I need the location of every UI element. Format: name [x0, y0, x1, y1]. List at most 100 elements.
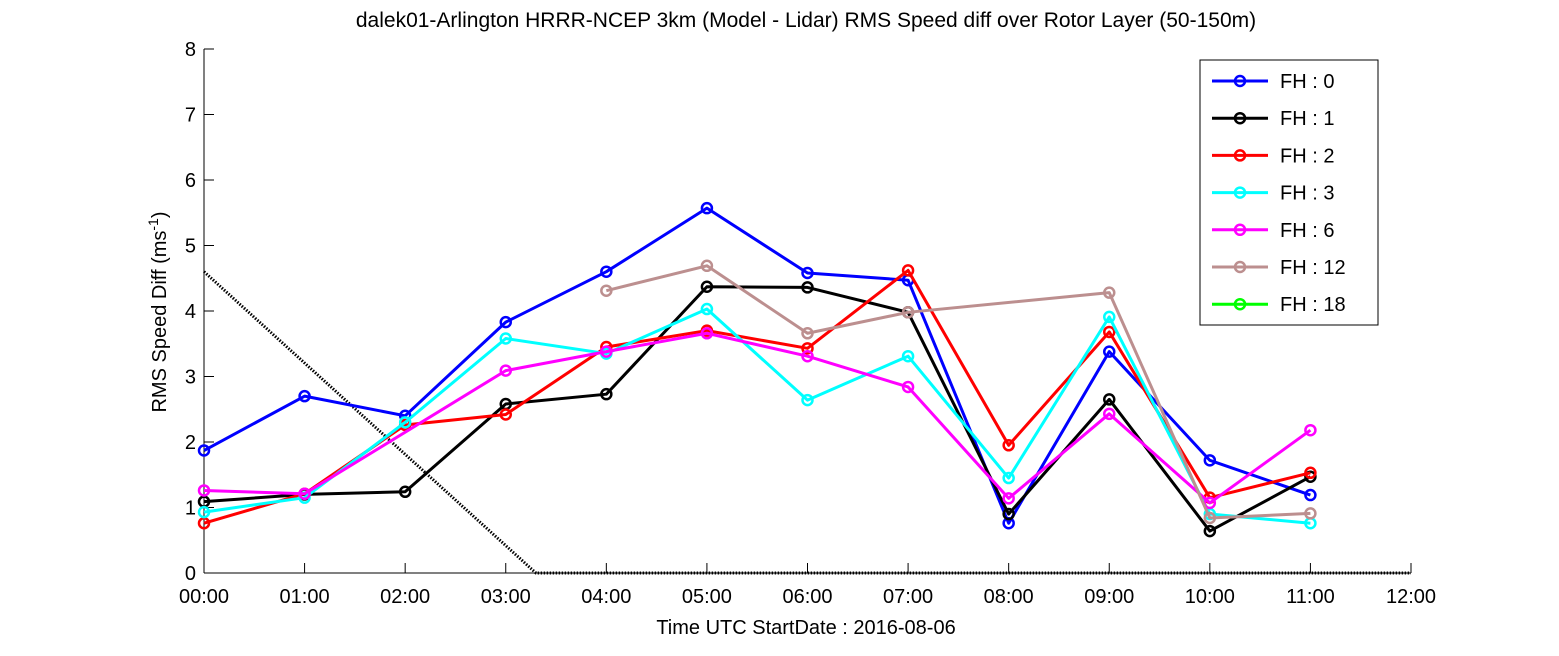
data-point: [801, 281, 814, 294]
data-point: [298, 389, 311, 403]
x-tick-label: 05:00: [682, 586, 732, 608]
x-tick-label: 02:00: [380, 586, 430, 608]
legend-entry-label: FH : 12: [1280, 257, 1346, 279]
legend-swatch-marker: [1233, 111, 1247, 125]
x-tick-label: 00:00: [179, 586, 229, 608]
x-tick-label: 10:00: [1185, 586, 1235, 608]
y-axis-label: RMS Speed Diff (ms-1): [145, 211, 171, 412]
data-point: [1304, 470, 1317, 483]
x-axis-label: Time UTC StartDate : 2016-08-06: [656, 617, 955, 639]
tick-labels: 00:00 01:00 02:00 03:00 04:00 05:00 06:00 07:00…: [179, 39, 1436, 608]
data-point: [1103, 286, 1116, 299]
series-0: [197, 201, 1317, 530]
y-axis-label-main: RMS Speed Diff (ms: [149, 231, 171, 413]
data-point: [1304, 423, 1317, 437]
data-point: [499, 332, 512, 345]
series-line: [203, 285, 1312, 533]
legend-swatch-marker: [1233, 260, 1247, 274]
y-axis-label-superscript: -1: [145, 218, 161, 231]
data-point: [1002, 507, 1015, 521]
x-tick-label: 01:00: [280, 586, 330, 608]
data-point: [901, 349, 915, 363]
x-tick-label: 03:00: [481, 586, 531, 608]
y-tick-label: 6: [185, 170, 196, 192]
data-point: [1002, 439, 1015, 452]
legend-swatch-marker: [1233, 186, 1247, 199]
data-point: [901, 380, 915, 394]
series-layer: [197, 201, 1317, 538]
data-point: [1203, 511, 1217, 525]
legend-swatch-marker: [1233, 297, 1247, 311]
data-point: [1103, 345, 1116, 358]
reference-line: [202, 270, 1411, 575]
data-point: [398, 416, 412, 429]
data-point: [600, 284, 613, 297]
data-point: [1304, 488, 1317, 502]
x-tick-label: 09:00: [1084, 586, 1134, 608]
data-point: [600, 387, 613, 401]
data-point: [1203, 454, 1217, 467]
data-point: [197, 484, 211, 497]
data-point: [197, 505, 211, 519]
reference-dotted-line: [202, 270, 1411, 575]
legend-entry-label: FH : 6: [1280, 220, 1334, 242]
series-line: [203, 268, 1311, 525]
data-point: [1304, 507, 1317, 520]
data-point: [1304, 466, 1317, 480]
legend-swatch-marker: [1233, 74, 1247, 88]
data-point: [700, 302, 714, 316]
series-4: [197, 327, 1317, 510]
data-point: [600, 345, 613, 358]
x-tick-label: 11:00: [1286, 586, 1335, 608]
data-point: [499, 408, 512, 421]
data-point: [1103, 407, 1116, 421]
data-point: [700, 259, 714, 273]
legend: FH : 0 FH : 1 FH : 2 FH : 3 FH : 6 FH : 12 FH …: [1199, 59, 1379, 326]
data-point: [298, 487, 311, 500]
legend-swatch-marker: [1233, 149, 1247, 162]
chart-title: dalek01-Arlington HRRR-NCEP 3km (Model -…: [356, 9, 1256, 32]
y-tick-label: 4: [185, 301, 196, 323]
data-point: [1002, 471, 1015, 485]
x-tick-label: 12:00: [1386, 586, 1436, 608]
series-line: [203, 307, 1311, 525]
legend-swatch-marker: [1233, 223, 1247, 237]
series-line: [605, 264, 1311, 520]
data-point: [1103, 310, 1116, 324]
series-2: [197, 264, 1317, 530]
legend-entry-label: FH : 3: [1280, 183, 1334, 205]
data-point: [600, 265, 613, 278]
data-point: [700, 280, 714, 294]
data-point: [398, 485, 412, 499]
y-tick-label: 5: [185, 236, 196, 258]
data-point: [700, 201, 714, 215]
data-point: [801, 393, 814, 407]
legend-entry-label: FH : 2: [1280, 145, 1334, 167]
data-point: [197, 444, 211, 457]
data-point: [801, 342, 814, 355]
y-tick-label: 2: [185, 432, 196, 454]
legend-entry-label: FH : 1: [1280, 108, 1334, 130]
data-point: [901, 264, 915, 277]
x-tick-label: 07:00: [883, 586, 933, 608]
data-point: [700, 327, 714, 340]
y-tick-label: 8: [185, 39, 196, 61]
gap-lines: [304, 292, 1110, 495]
data-point: [801, 349, 814, 363]
y-axis-label-close: ): [149, 211, 171, 218]
series-line: [203, 206, 1311, 525]
data-point: [499, 364, 512, 377]
x-tick-label: 04:00: [581, 586, 631, 608]
x-tick-label: 08:00: [984, 586, 1034, 608]
y-tick-label: 0: [185, 563, 196, 585]
legend-entry-label: FH : 18: [1280, 294, 1346, 316]
data-point: [499, 315, 512, 329]
y-tick-label: 3: [185, 367, 196, 389]
data-point: [801, 266, 814, 280]
data-point: [1203, 524, 1217, 538]
data-point: [1103, 325, 1116, 339]
legend-entry-label: FH : 0: [1280, 71, 1334, 93]
series-line: [203, 331, 1312, 505]
data-point: [1002, 492, 1015, 505]
